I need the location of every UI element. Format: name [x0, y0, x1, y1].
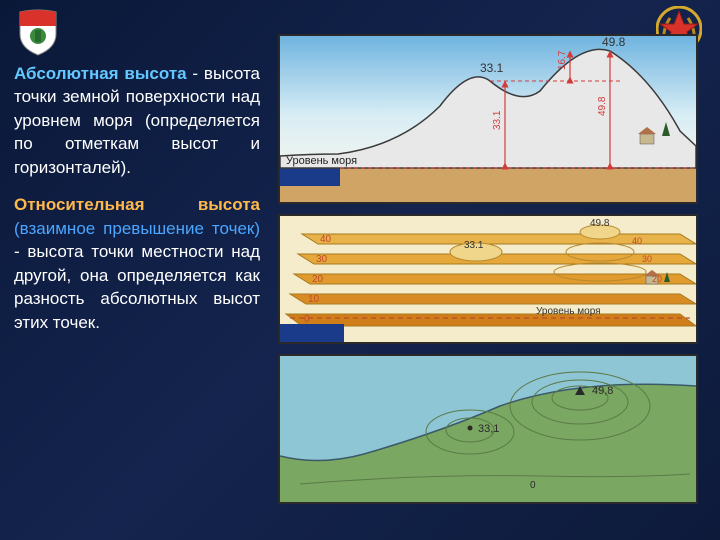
p2-sea-label: Уровень моря — [536, 306, 601, 317]
p2-peak2-top: 49.8 — [590, 218, 610, 229]
svg-text:0: 0 — [304, 314, 310, 325]
p2-l30: 30 — [642, 254, 652, 264]
p2-l40: 40 — [632, 236, 642, 246]
p3-baseline: 0 — [530, 480, 536, 491]
svg-text:30: 30 — [316, 254, 328, 265]
layer-10: 10 — [290, 294, 696, 305]
p1-arrow-49: 49.8 — [597, 96, 608, 116]
absolute-height-para: Абсолютная высота - высота точки земной … — [14, 62, 260, 179]
svg-text:20: 20 — [312, 274, 324, 285]
p2-peak1: 33.1 — [464, 240, 484, 251]
rel-sub: (взаимное превышение точек) — [14, 219, 260, 238]
diagram-stack: 33.1 49.8 33.1 49.8 16.7 Уровень моря 40… — [278, 34, 698, 514]
contour-panel: 49,8 33,1 0 — [278, 354, 698, 504]
layer-0: 0 — [286, 314, 696, 326]
shield-badge — [18, 8, 58, 56]
relative-height-para: Относительная высота (взаимное превышени… — [14, 193, 260, 334]
p1-sea-label: Уровень моря — [286, 155, 357, 167]
p1-arrow-rel: 16.7 — [557, 50, 568, 70]
svg-text:10: 10 — [308, 294, 320, 305]
layer-20: 20 — [294, 274, 696, 285]
abs-term: Абсолютная высота — [14, 64, 187, 83]
rel-rest: - высота точки местности над другой, она… — [14, 242, 260, 331]
svg-text:40: 40 — [320, 234, 332, 245]
p1-arrow-33: 33.1 — [492, 110, 503, 130]
dot-marker — [468, 426, 473, 431]
p2-l20: 20 — [652, 274, 662, 284]
layers-panel: 40 30 20 10 0 — [278, 214, 698, 344]
rel-term: Относительная высота — [14, 195, 260, 214]
p1-peak2-label: 49.8 — [602, 36, 626, 49]
p3-peak2: 49,8 — [592, 385, 613, 397]
p3-peak1: 33,1 — [478, 423, 499, 435]
definition-text: Абсолютная высота - высота точки земной … — [14, 62, 260, 348]
p1-peak1-label: 33.1 — [480, 61, 504, 75]
profile-panel: 33.1 49.8 33.1 49.8 16.7 Уровень моря — [278, 34, 698, 204]
